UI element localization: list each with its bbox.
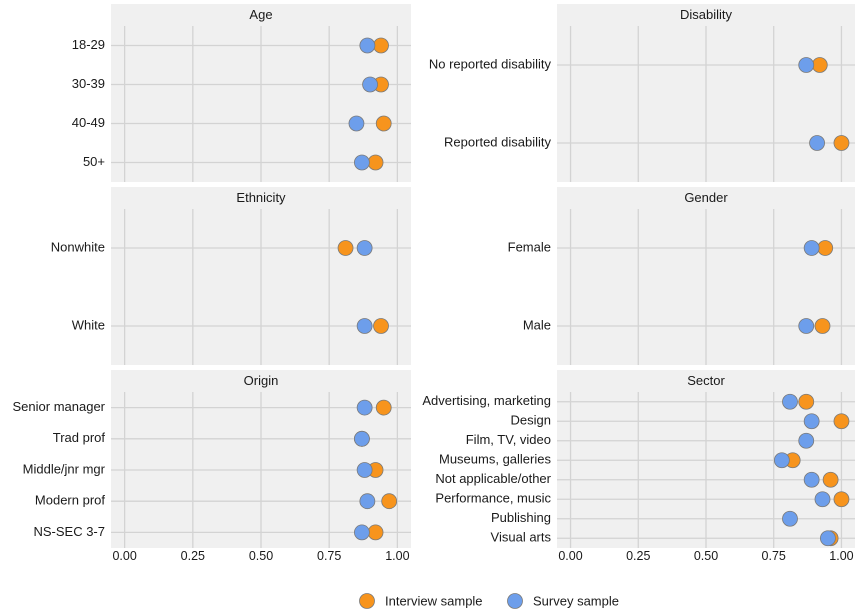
panel-sector: Sector Advertising, marketing Design Film, … xyxy=(422,370,855,563)
survey-point-not-applicable-other xyxy=(803,471,820,488)
category-label-senior-manager: Senior manager xyxy=(13,399,106,414)
survey-point-trad-prof xyxy=(354,430,370,447)
interview-point-male xyxy=(814,318,831,334)
survey-point-advertising-marketing xyxy=(782,393,798,410)
interview-point-no-reported-disability xyxy=(811,57,828,73)
interview-point-18-29 xyxy=(373,37,389,54)
category-label-not-applicable-other: Not applicable/other xyxy=(435,471,551,486)
interview-point-modern-prof xyxy=(381,493,398,510)
legend-key-interview-sample xyxy=(359,593,375,609)
survey-point-modern-prof xyxy=(359,493,376,510)
survey-point-middle-jnr-mgr xyxy=(356,462,373,478)
interview-point-ns-sec-3-7 xyxy=(367,524,384,541)
category-label-visual-arts: Visual arts xyxy=(491,530,552,545)
interview-point-nonwhite xyxy=(337,240,354,256)
category-label-white: White xyxy=(72,317,105,332)
x-tick-label: 0.25 xyxy=(181,549,205,563)
survey-point-18-29 xyxy=(359,37,376,54)
survey-point-museums-galleries xyxy=(773,452,790,469)
category-label-film-tv-video: Film, TV, video xyxy=(466,432,551,447)
interview-point-50 xyxy=(367,154,384,171)
x-tick-label: 1.00 xyxy=(829,549,853,563)
category-label-30-39: 30-39 xyxy=(72,76,105,91)
panel-gender: Gender Female Male xyxy=(508,187,855,365)
category-label-40-49: 40-49 xyxy=(72,115,105,130)
survey-point-reported-disability xyxy=(809,135,825,151)
x-tick-label: 0.75 xyxy=(762,549,786,563)
survey-point-film-tv-video xyxy=(798,432,815,449)
survey-point-senior-manager xyxy=(356,399,373,416)
category-label-design: Design xyxy=(511,413,551,428)
legend-key-survey-sample xyxy=(507,593,523,609)
panel-disability: Disability No reported disability Reported… xyxy=(429,4,855,182)
interview-point-40-49 xyxy=(375,115,392,132)
x-tick-label: 0.25 xyxy=(626,549,650,563)
legend-label-interview-sample: Interview sample xyxy=(385,593,483,608)
x-tick-label: 0.00 xyxy=(112,549,136,563)
panel-title: Disability xyxy=(680,7,733,22)
category-label-publishing: Publishing xyxy=(491,510,551,525)
interview-point-senior-manager xyxy=(375,399,392,416)
survey-point-30-39 xyxy=(362,76,378,93)
category-label-50: 50+ xyxy=(83,154,105,169)
interview-point-performance-music xyxy=(833,491,850,508)
survey-point-visual-arts xyxy=(820,530,836,547)
interview-point-design xyxy=(833,413,850,430)
legend-label-survey-sample: Survey sample xyxy=(533,593,619,608)
category-label-male: Male xyxy=(523,317,551,332)
x-tick-label: 0.00 xyxy=(558,549,582,563)
survey-point-no-reported-disability xyxy=(798,57,815,73)
panel-age: Age 18-29 30-39 40-49 50+ xyxy=(72,4,411,182)
interview-point-advertising-marketing xyxy=(798,393,815,410)
legend: Interview sample Survey sample xyxy=(359,593,619,609)
survey-point-nonwhite xyxy=(356,240,373,256)
category-label-middle-jnr-mgr: Middle/jnr mgr xyxy=(23,461,106,476)
survey-point-female xyxy=(803,240,820,256)
interview-point-not-applicable-other xyxy=(822,471,839,488)
panel-title: Ethnicity xyxy=(236,190,286,205)
x-tick-label: 0.75 xyxy=(317,549,341,563)
survey-point-publishing xyxy=(782,510,798,527)
x-tick-label: 0.50 xyxy=(694,549,718,563)
category-label-trad-prof: Trad prof xyxy=(53,430,106,445)
category-label-female: Female xyxy=(508,239,551,254)
panel-ethnicity: Ethnicity Nonwhite White xyxy=(51,187,411,365)
x-tick-label: 1.00 xyxy=(385,549,409,563)
survey-point-50 xyxy=(354,154,370,171)
panel-origin: Origin Senior manager Trad prof Middle/jnr … xyxy=(13,370,411,563)
panel-title: Gender xyxy=(684,190,728,205)
survey-point-performance-music xyxy=(814,491,831,508)
survey-point-design xyxy=(803,413,820,430)
interview-point-white xyxy=(373,318,389,334)
category-label-modern-prof: Modern prof xyxy=(35,493,105,508)
survey-point-40-49 xyxy=(348,115,365,132)
category-label-performance-music: Performance, music xyxy=(435,491,551,506)
category-label-18-29: 18-29 xyxy=(72,37,105,52)
category-label-advertising-marketing: Advertising, marketing xyxy=(422,393,551,408)
interview-point-reported-disability xyxy=(833,135,850,151)
survey-point-white xyxy=(356,318,373,334)
x-tick-label: 0.50 xyxy=(249,549,273,563)
survey-point-male xyxy=(798,318,815,334)
panel-title: Origin xyxy=(244,373,279,388)
survey-point-ns-sec-3-7 xyxy=(354,524,370,541)
category-label-no-reported-disability: No reported disability xyxy=(429,56,552,71)
category-label-ns-sec-3-7: NS-SEC 3-7 xyxy=(33,524,105,539)
interview-point-female xyxy=(817,240,834,256)
category-label-nonwhite: Nonwhite xyxy=(51,239,105,254)
category-label-reported-disability: Reported disability xyxy=(444,134,551,149)
panel-title: Sector xyxy=(687,373,725,388)
panel-title: Age xyxy=(249,7,272,22)
category-label-museums-galleries: Museums, galleries xyxy=(439,452,551,467)
